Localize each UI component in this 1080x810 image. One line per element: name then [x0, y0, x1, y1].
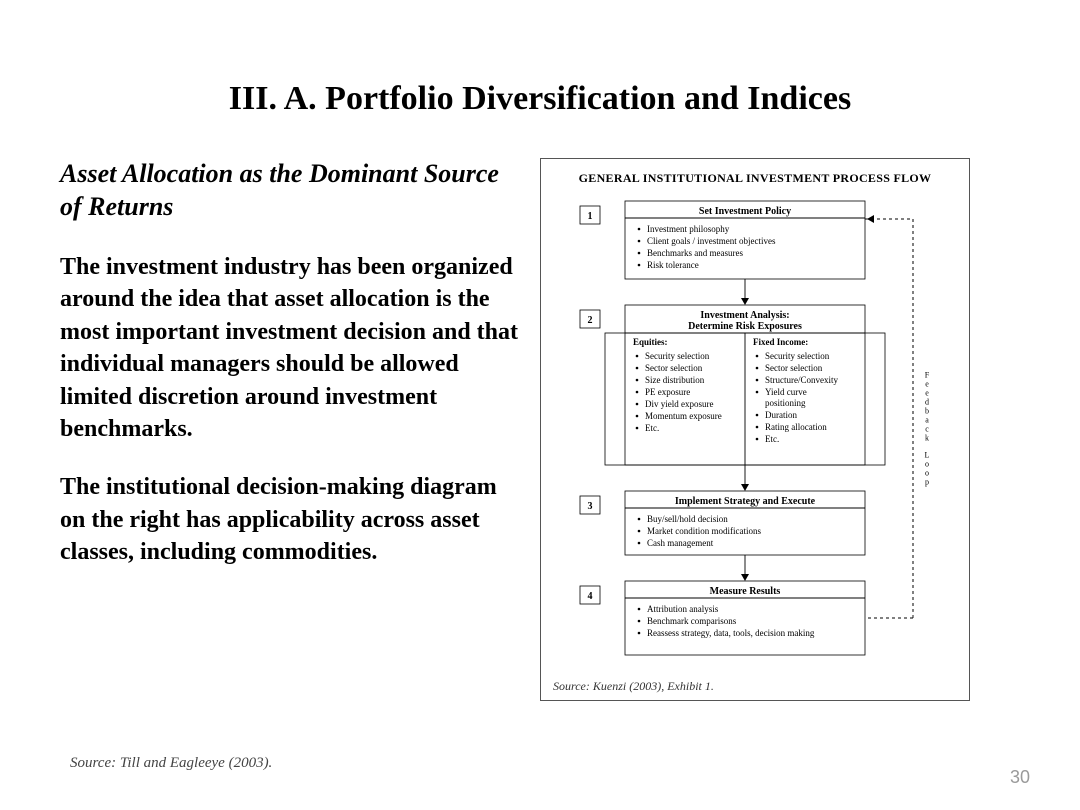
flowchart-figure: GENERAL INSTITUTIONAL INVESTMENT PROCESS… [540, 158, 970, 701]
svg-text:b: b [925, 407, 929, 416]
content-row: Asset Allocation as the Dominant Source … [60, 158, 1020, 701]
svg-text:Cash management: Cash management [647, 538, 714, 548]
paragraph-2: The institutional decision-making diagra… [60, 471, 520, 568]
svg-text:Buy/sell/hold decision: Buy/sell/hold decision [647, 514, 728, 524]
svg-text:Rating allocation: Rating allocation [765, 422, 827, 432]
page-title: III. A. Portfolio Diversification and In… [60, 80, 1020, 118]
svg-text:Etc.: Etc. [765, 434, 779, 444]
svg-text:c: c [925, 425, 929, 434]
svg-text:k: k [925, 434, 929, 443]
svg-text:3: 3 [588, 501, 593, 512]
svg-text:Benchmark comparisons: Benchmark comparisons [647, 616, 737, 626]
svg-text:positioning: positioning [765, 398, 806, 408]
svg-text:Set Investment Policy: Set Investment Policy [699, 206, 791, 217]
svg-text:o: o [925, 460, 929, 469]
svg-text:Equities:: Equities: [633, 337, 668, 347]
svg-text:Market condition modifications: Market condition modifications [647, 526, 761, 536]
svg-text:Attribution analysis: Attribution analysis [647, 604, 719, 614]
svg-text:Implement Strategy and Execute: Implement Strategy and Execute [675, 496, 816, 507]
svg-text:Security selection: Security selection [645, 351, 710, 361]
figure-title: GENERAL INSTITUTIONAL INVESTMENT PROCESS… [553, 171, 957, 186]
svg-text:e: e [925, 380, 929, 389]
svg-text:Div yield exposure: Div yield exposure [645, 399, 713, 409]
svg-text:o: o [925, 469, 929, 478]
svg-text:Security selection: Security selection [765, 351, 830, 361]
figure-source: Source: Kuenzi (2003), Exhibit 1. [553, 679, 957, 694]
left-column: Asset Allocation as the Dominant Source … [60, 158, 520, 595]
svg-text:2: 2 [588, 315, 593, 326]
svg-text:L: L [925, 451, 930, 460]
svg-text:Sector selection: Sector selection [765, 363, 823, 373]
svg-text:Fixed Income:: Fixed Income: [753, 337, 808, 347]
svg-text:Reassess strategy, data, tools: Reassess strategy, data, tools, decision… [647, 628, 815, 638]
svg-text:Risk tolerance: Risk tolerance [647, 260, 699, 270]
svg-text:1: 1 [588, 211, 593, 222]
flowchart-svg-wrap: 1 Set Investment Policy Investment philoso… [553, 196, 957, 671]
flowchart-svg: 1 Set Investment Policy Investment philoso… [555, 196, 955, 671]
svg-text:Client goals / investment obje: Client goals / investment objectives [647, 236, 776, 246]
svg-text:a: a [925, 416, 929, 425]
svg-text:Yield curve: Yield curve [765, 387, 807, 397]
slide-source: Source: Till and Eagleeye (2003). [70, 755, 272, 772]
svg-text:Structure/Convexity: Structure/Convexity [765, 375, 838, 385]
svg-text:PE exposure: PE exposure [645, 387, 690, 397]
svg-text:e: e [925, 389, 929, 398]
paragraph-1: The investment industry has been organiz… [60, 251, 520, 445]
svg-text:Investment Analysis:: Investment Analysis: [700, 310, 789, 321]
subheading: Asset Allocation as the Dominant Source … [60, 158, 520, 223]
svg-text:Etc.: Etc. [645, 423, 659, 433]
svg-text:F: F [925, 371, 930, 380]
svg-text:4: 4 [588, 591, 593, 602]
svg-text:Investment philosophy: Investment philosophy [647, 224, 730, 234]
svg-text:Benchmarks and measures: Benchmarks and measures [647, 248, 743, 258]
page-number: 30 [1010, 767, 1030, 788]
svg-text:Determine Risk Exposures: Determine Risk Exposures [688, 321, 802, 332]
svg-text:Momentum exposure: Momentum exposure [645, 411, 722, 421]
svg-text:p: p [925, 478, 929, 487]
svg-text:Duration: Duration [765, 410, 797, 420]
svg-text:Measure Results: Measure Results [710, 586, 781, 597]
svg-text:Sector selection: Sector selection [645, 363, 703, 373]
slide: III. A. Portfolio Diversification and In… [0, 0, 1080, 810]
svg-text:Size distribution: Size distribution [645, 375, 705, 385]
svg-text:d: d [925, 398, 929, 407]
